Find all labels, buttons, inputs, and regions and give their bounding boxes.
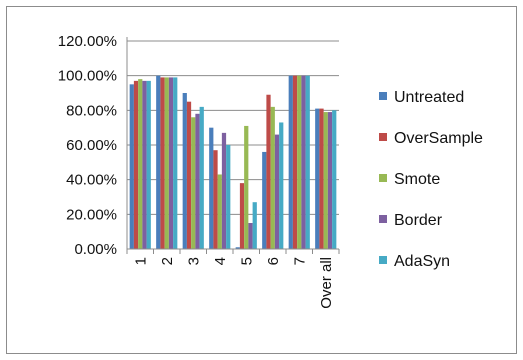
x-tick-label: 2 [159, 257, 176, 265]
bar-oversample-2 [160, 77, 165, 250]
bar-border-2 [168, 77, 174, 250]
bar-smote-2 [164, 77, 169, 250]
legend-label-smote: Smote [394, 171, 440, 188]
bar-adasyn-over-all [332, 110, 337, 249]
bar-smote-4 [217, 174, 222, 249]
bar-border-5 [248, 223, 253, 249]
legend-swatch-border [379, 215, 387, 223]
bar-smote-3 [191, 117, 196, 250]
bar-oversample-3 [186, 101, 192, 249]
bar-smote-7 [297, 75, 302, 249]
legend-label-border: Border [394, 212, 443, 229]
bar-untreated-7 [288, 75, 293, 249]
bar-untreated-5 [235, 247, 240, 249]
y-tick-label: 100.00% [58, 68, 117, 85]
bar-adasyn-3 [199, 106, 204, 250]
bar-oversample-over-all [319, 108, 324, 249]
bar-border-6 [274, 134, 280, 249]
x-tick-label: 1 [132, 257, 149, 265]
bar-untreated-6 [262, 151, 267, 249]
bar-border-1 [142, 80, 147, 250]
bar-oversample-6 [266, 94, 271, 249]
bar-untreated-4 [209, 127, 214, 249]
bar-border-7 [301, 75, 306, 249]
bar-smote-6 [270, 106, 275, 250]
bar-border-3 [195, 113, 200, 249]
bar-chart: 0.00% 20.00% 40.00% 60.00% 80.00% 100.00% 120.… [58, 33, 483, 309]
bars [129, 75, 337, 250]
legend: Untreated OverSample Smote Border AdaSyn [379, 89, 483, 270]
bar-border-4 [221, 132, 227, 249]
bar-untreated-1 [129, 84, 134, 249]
bar-adasyn-1 [146, 80, 151, 250]
y-tick-labels: 0.00% 20.00% 40.00% 60.00% 80.00% 100.00% 120.… [58, 33, 117, 258]
bar-adasyn-2 [173, 77, 178, 250]
x-tick-label: 7 [291, 257, 308, 265]
legend-swatch-adasyn [379, 256, 387, 264]
bar-oversample-5 [239, 183, 245, 249]
y-tick-label: 0.00% [74, 241, 117, 258]
chart-frame: 0.00% 20.00% 40.00% 60.00% 80.00% 100.00% 120.… [6, 6, 517, 354]
y-tick-label: 40.00% [66, 172, 117, 189]
bar-smote-over-all [323, 112, 328, 249]
bar-adasyn-6 [279, 122, 284, 249]
legend-label-adasyn: AdaSyn [394, 253, 450, 270]
x-tick-label: 4 [212, 257, 229, 265]
legend-label-oversample: OverSample [394, 130, 483, 147]
bar-untreated-2 [156, 75, 161, 249]
y-tick-label: 20.00% [66, 206, 117, 223]
bar-adasyn-7 [305, 75, 310, 249]
y-tick-label: 120.00% [58, 33, 117, 50]
legend-swatch-smote [379, 174, 387, 182]
bar-border-over-all [327, 112, 333, 249]
bar-oversample-7 [292, 75, 298, 249]
x-tick-label: 6 [265, 257, 282, 265]
bar-untreated-over-all [315, 108, 320, 249]
x-tick-label: 5 [238, 257, 255, 265]
bar-adasyn-4 [226, 145, 231, 249]
y-tick-label: 80.00% [66, 102, 117, 119]
bar-untreated-3 [182, 93, 187, 249]
bar-smote-5 [244, 125, 249, 249]
x-tick-labels: 1 2 3 4 5 6 7 Over all [132, 257, 335, 309]
legend-label-untreated: Untreated [394, 89, 464, 106]
legend-swatch-oversample [379, 133, 387, 141]
axes [126, 37, 340, 254]
legend-swatch-untreated [379, 92, 387, 100]
x-tick-label: 3 [185, 257, 202, 265]
bar-smote-1 [138, 79, 143, 249]
bar-oversample-4 [213, 150, 218, 249]
bar-adasyn-5 [252, 202, 257, 249]
y-tick-label: 60.00% [66, 137, 117, 154]
x-tick-label: Over all [318, 257, 335, 309]
bar-oversample-1 [133, 80, 139, 250]
